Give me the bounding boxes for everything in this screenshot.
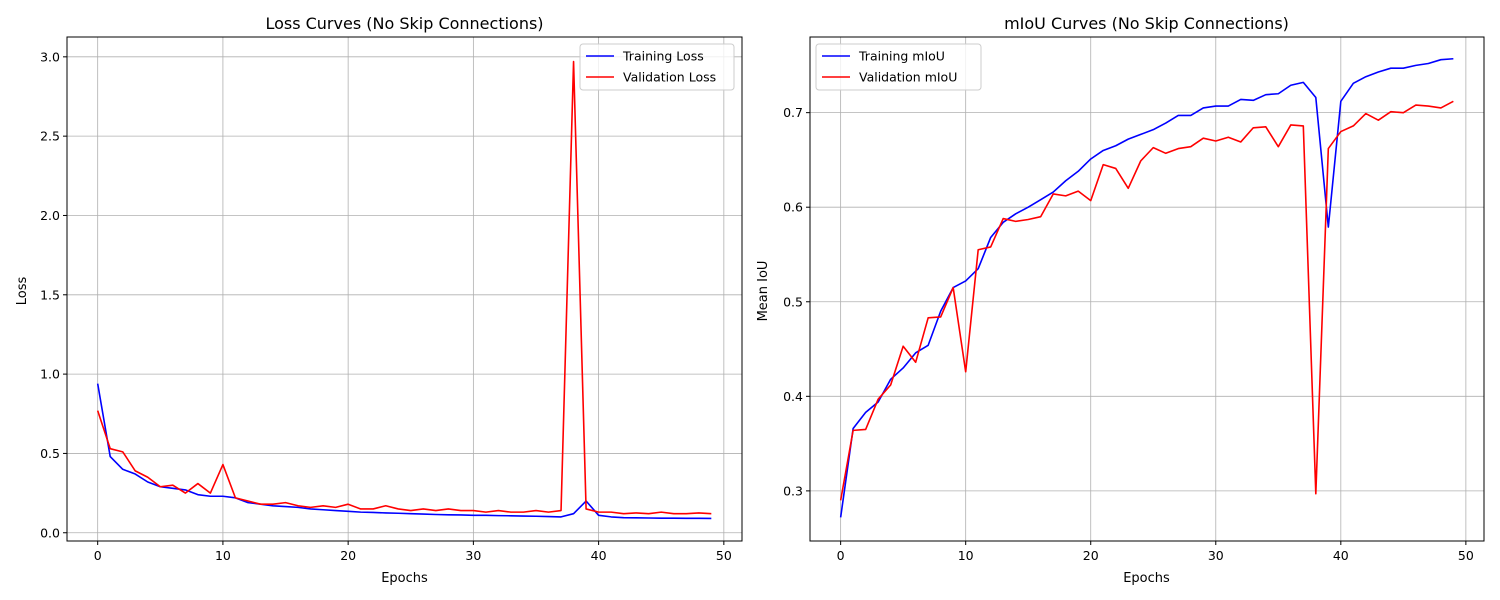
loss-chart-xtick-label: 30 <box>465 548 481 563</box>
loss-chart-xtick-label: 10 <box>215 548 231 563</box>
miou-chart-grid <box>810 37 1484 541</box>
loss-chart-grid <box>67 37 742 541</box>
loss-chart-legend-box <box>579 43 735 91</box>
loss-chart-ytick-label: 3.0 <box>40 49 60 64</box>
loss-chart-xtick-label: 40 <box>591 548 607 563</box>
loss-chart-ytick-label: 2.5 <box>40 129 60 144</box>
loss-chart-ytick-label: 1.5 <box>40 287 60 302</box>
loss-chart-ytick-label: 0.5 <box>40 446 60 461</box>
loss-chart-ylabel: Loss <box>15 277 30 306</box>
miou-chart-legend: Training mIoU Validation mIoU <box>815 43 982 91</box>
miou-chart-xtick-label: 30 <box>1208 548 1224 563</box>
miou-chart-series-group <box>839 57 1454 518</box>
loss-chart-series-validation-line <box>96 60 712 515</box>
miou-chart-legend-label-training: Training mIoU <box>858 49 945 64</box>
loss-chart-legend-label-validation: Validation Loss <box>623 70 716 85</box>
miou-chart-ytick-label: 0.6 <box>783 200 803 215</box>
loss-chart: Loss Curves (No Skip Connections) Epochs… <box>15 14 743 586</box>
miou-chart-ytick-label: 0.3 <box>783 483 803 498</box>
miou-chart-series-validation-line <box>839 100 1454 501</box>
loss-chart-ytick-label: 1.0 <box>40 367 60 382</box>
miou-chart-series-training-line <box>839 57 1454 518</box>
loss-chart-xtick-label: 0 <box>94 548 102 563</box>
miou-chart-axes-frame <box>809 36 1485 542</box>
miou-chart-xtick-label: 50 <box>1458 548 1474 563</box>
loss-chart-series-training-line <box>96 383 712 520</box>
miou-chart: mIoU Curves (No Skip Connections) Epochs… <box>756 14 1485 586</box>
miou-chart-xtick-label: 20 <box>1083 548 1099 563</box>
miou-chart-ylabel: Mean IoU <box>756 261 771 322</box>
miou-chart-xtick-label: 40 <box>1333 548 1349 563</box>
miou-chart-legend-label-validation: Validation mIoU <box>859 70 957 85</box>
loss-chart-xlabel: Epochs <box>381 571 428 586</box>
miou-chart-xtick-label: 0 <box>837 548 845 563</box>
loss-chart-xtick-label: 50 <box>716 548 732 563</box>
loss-chart-xtick-label: 20 <box>340 548 356 563</box>
loss-chart-title: Loss Curves (No Skip Connections) <box>265 14 543 33</box>
loss-chart-ytick-label: 2.0 <box>40 208 60 223</box>
miou-chart-legend-box <box>815 43 982 91</box>
miou-chart-ytick-label: 0.4 <box>783 389 803 404</box>
loss-chart-legend: Training Loss Validation Loss <box>579 43 735 91</box>
loss-chart-legend-label-training: Training Loss <box>622 49 704 64</box>
miou-chart-xlabel: Epochs <box>1123 571 1170 586</box>
miou-chart-xtick-label: 10 <box>958 548 974 563</box>
loss-chart-ytick-label: 0.0 <box>40 525 60 540</box>
miou-chart-title: mIoU Curves (No Skip Connections) <box>1004 14 1289 33</box>
miou-chart-ytick-label: 0.7 <box>783 105 803 120</box>
loss-chart-axes-frame <box>66 36 743 542</box>
miou-chart-ytick-label: 0.5 <box>783 294 803 309</box>
loss-chart-series-group <box>96 60 712 520</box>
